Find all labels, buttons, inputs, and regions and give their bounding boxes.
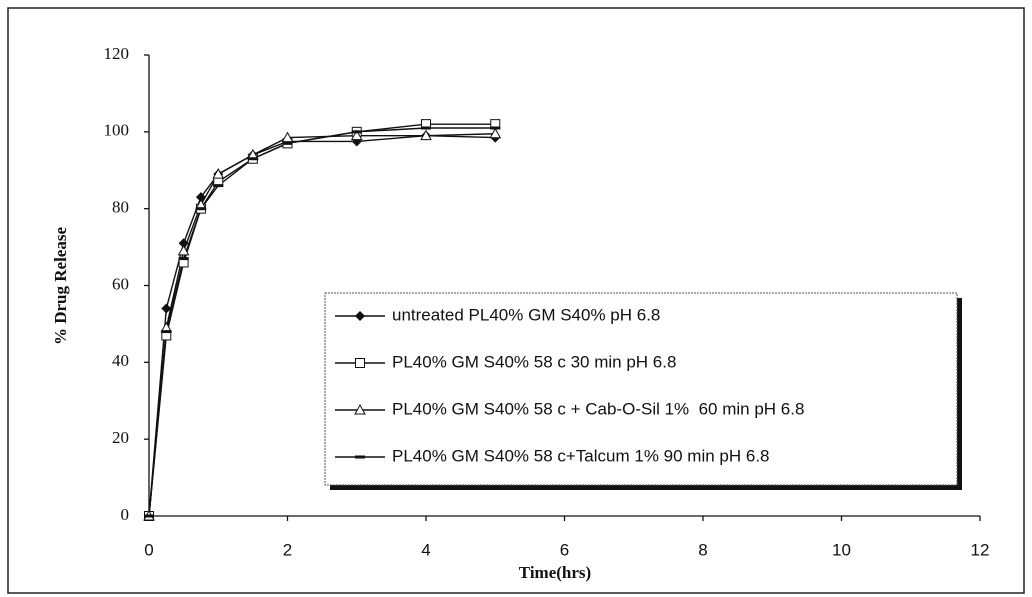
marker bbox=[195, 207, 206, 211]
marker bbox=[195, 192, 206, 203]
marker bbox=[350, 129, 363, 141]
marker bbox=[178, 238, 189, 249]
marker bbox=[144, 514, 154, 518]
series-line bbox=[148, 127, 496, 517]
y-tick-label: 100 bbox=[104, 121, 130, 140]
marker bbox=[161, 330, 172, 334]
marker bbox=[355, 455, 365, 459]
y-tick-label: 120 bbox=[104, 44, 130, 63]
x-tick-label: 8 bbox=[698, 540, 707, 559]
y-tick-label: 80 bbox=[112, 198, 129, 217]
marker bbox=[281, 131, 294, 143]
x-tick-label: 0 bbox=[144, 540, 153, 559]
legend-label: PL40% GM S40% 58 c 30 min pH 6.8 bbox=[392, 352, 676, 371]
y-tick-label: 20 bbox=[112, 428, 129, 447]
y-tick-label: 0 bbox=[121, 505, 130, 524]
marker bbox=[489, 127, 502, 139]
series-line bbox=[148, 123, 496, 517]
marker bbox=[351, 130, 362, 134]
marker bbox=[177, 244, 190, 256]
legend-label: PL40% GM S40% 58 c + Cab-O-Sil 1% 60 min… bbox=[392, 399, 804, 418]
marker bbox=[420, 129, 432, 141]
chart-border bbox=[7, 7, 1025, 594]
series-line bbox=[148, 133, 496, 517]
y-axis-label: % Drug Release bbox=[51, 227, 70, 345]
x-tick-label: 10 bbox=[832, 540, 851, 559]
marker bbox=[247, 157, 258, 161]
marker bbox=[178, 257, 189, 261]
marker bbox=[421, 126, 431, 130]
marker bbox=[490, 126, 501, 130]
y-tick-label: 40 bbox=[112, 351, 129, 370]
y-tick-label: 60 bbox=[112, 274, 129, 293]
x-tick-label: 2 bbox=[283, 540, 292, 559]
x-axis-label: Time(hrs) bbox=[519, 563, 591, 582]
marker bbox=[161, 303, 172, 314]
marker bbox=[282, 141, 293, 145]
legend-label: untreated PL40% GM S40% pH 6.8 bbox=[392, 305, 660, 324]
marker bbox=[354, 403, 366, 415]
marker bbox=[355, 311, 365, 321]
legend bbox=[324, 292, 958, 486]
x-tick-label: 4 bbox=[421, 540, 430, 559]
legend-label: PL40% GM S40% 58 c+Talcum 1% 90 min pH 6… bbox=[392, 446, 770, 465]
marker bbox=[355, 358, 365, 368]
marker bbox=[212, 168, 225, 179]
x-tick-label: 12 bbox=[971, 540, 990, 559]
x-tick-label: 6 bbox=[560, 540, 569, 559]
marker bbox=[213, 184, 224, 188]
